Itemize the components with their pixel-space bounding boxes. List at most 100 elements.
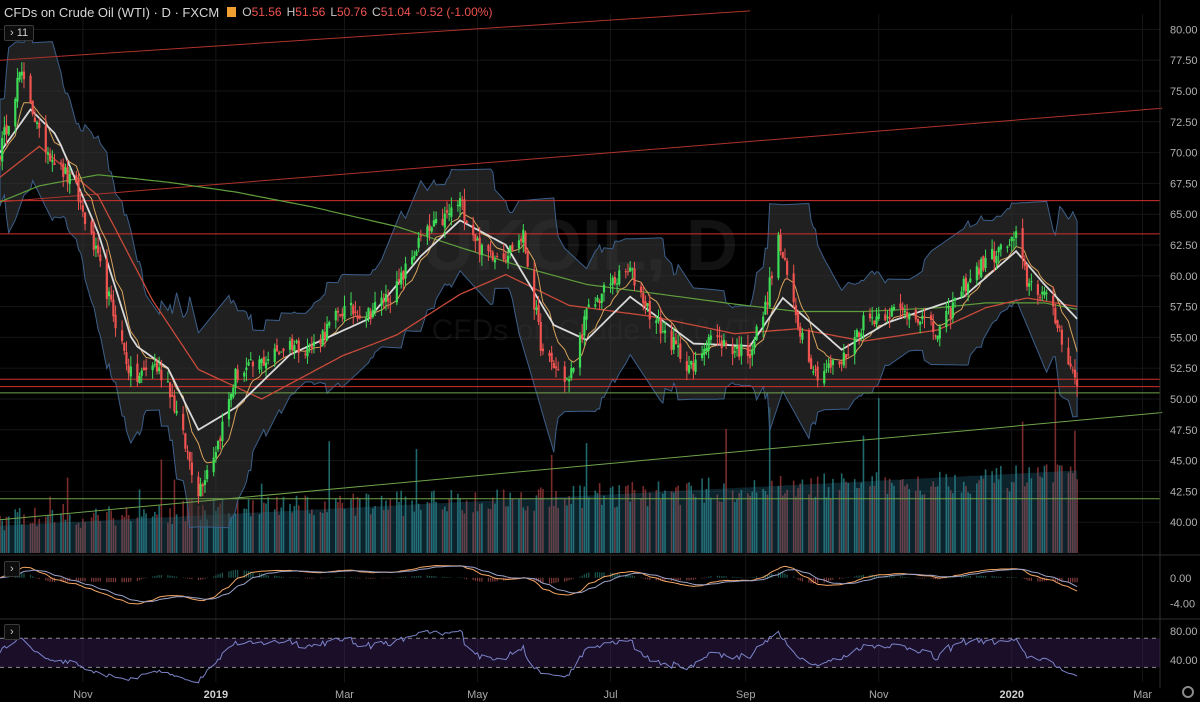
macd-histogram-bar [138, 577, 141, 581]
candle-body [35, 122, 39, 124]
volume-bar [917, 476, 919, 553]
macd-histogram-bar [662, 577, 664, 581]
macd-histogram-bar [738, 577, 740, 578]
volume-bar [877, 398, 880, 553]
volume-bar [1041, 477, 1044, 553]
candle-body [112, 299, 115, 317]
candle-body [629, 267, 632, 272]
macd-histogram-bar [341, 577, 343, 578]
candle-body [197, 476, 200, 497]
macd-histogram-bar [99, 577, 101, 582]
macd-histogram-bar [176, 576, 178, 578]
candle-body [18, 72, 21, 80]
volume-bar [603, 495, 605, 553]
macd-histogram-bar [420, 575, 422, 578]
candle-body [212, 457, 215, 473]
candle-body [182, 413, 185, 431]
candle-body [975, 266, 978, 281]
candle-body [694, 359, 697, 372]
volume-bar [823, 473, 826, 553]
candle-body [53, 162, 56, 165]
volume-bar [334, 498, 337, 553]
volume-bar [893, 485, 895, 553]
volume-bar [293, 505, 296, 553]
volume-bar [494, 503, 496, 553]
macd-histogram-bar [673, 577, 675, 581]
volume-bar [797, 488, 799, 553]
volume-bar [982, 478, 985, 553]
volume-bar [1026, 482, 1028, 553]
candle-body [441, 218, 444, 226]
flag-icon[interactable] [227, 7, 237, 17]
candle-body [991, 248, 994, 260]
candle-body [755, 326, 758, 340]
volume-bar [171, 523, 174, 553]
macd-histogram-bar [457, 577, 459, 579]
macd-histogram-bar [1056, 577, 1059, 582]
macd-histogram-bar [860, 575, 862, 578]
price-tick-label: 77.50 [1170, 55, 1198, 67]
macd-histogram-bar [845, 577, 847, 579]
macd-histogram-bar [372, 577, 374, 579]
volume-bar [204, 510, 206, 553]
volume-bar [1069, 466, 1072, 553]
candle-body [572, 368, 575, 372]
candle-body [476, 238, 479, 241]
volume-bar [158, 505, 160, 553]
candle-body [600, 293, 603, 303]
volume-bar [84, 522, 86, 553]
volume-bar [801, 479, 804, 553]
candle-body [877, 313, 880, 319]
macd-histogram-bar [374, 577, 376, 579]
candle-body [354, 311, 357, 313]
macd-histogram-bar [642, 577, 644, 579]
macd-histogram-bar [612, 572, 614, 578]
candle-body [243, 372, 246, 377]
candle-body [127, 365, 130, 374]
volume-bar [465, 500, 468, 553]
macd-histogram-bar [830, 577, 832, 581]
time-tick-label: Nov [869, 689, 889, 701]
volume-bar [938, 471, 941, 553]
gear-icon[interactable] [1182, 686, 1194, 698]
candle-body [44, 125, 47, 153]
candle-body [129, 366, 132, 377]
candle-body [831, 360, 835, 366]
volume-bar [267, 497, 269, 553]
macd-histogram-bar [479, 577, 481, 582]
macd-signal-line [0, 565, 1078, 603]
macd-histogram-bar [856, 575, 858, 578]
indicators-collapse-button[interactable]: › 11 [4, 25, 35, 41]
trend-line [0, 412, 1163, 521]
candle-body [792, 273, 795, 303]
macd-histogram-bar [343, 577, 346, 578]
volume-bar [520, 492, 522, 553]
candle-body [387, 297, 390, 302]
volume-bar [123, 516, 126, 553]
volume-bar [853, 479, 856, 553]
candle-body [273, 348, 276, 363]
macd-histogram-bar [825, 577, 827, 582]
macd-pane-toggle[interactable]: › [4, 561, 20, 577]
macd-histogram-bar [1028, 577, 1030, 581]
macd-histogram-bar [725, 576, 727, 578]
macd-histogram-bar [553, 577, 555, 584]
volume-bar [655, 489, 658, 553]
candle-body [166, 381, 169, 383]
candle-body [762, 316, 765, 328]
volume-bar [352, 493, 355, 553]
macd-histogram-bar [481, 577, 483, 582]
macd-histogram-bar [509, 577, 511, 580]
candle-body [535, 307, 538, 311]
volume-bar [954, 474, 956, 553]
volume-bar [130, 521, 132, 553]
macd-histogram-bar [718, 575, 721, 578]
macd-histogram-bar [705, 577, 708, 578]
rsi-pane-toggle[interactable]: › [4, 624, 20, 640]
volume-bar [450, 490, 453, 553]
candle-body [308, 344, 311, 347]
candle-body [511, 244, 514, 251]
macd-histogram-bar [644, 577, 647, 580]
volume-bar [18, 507, 21, 553]
